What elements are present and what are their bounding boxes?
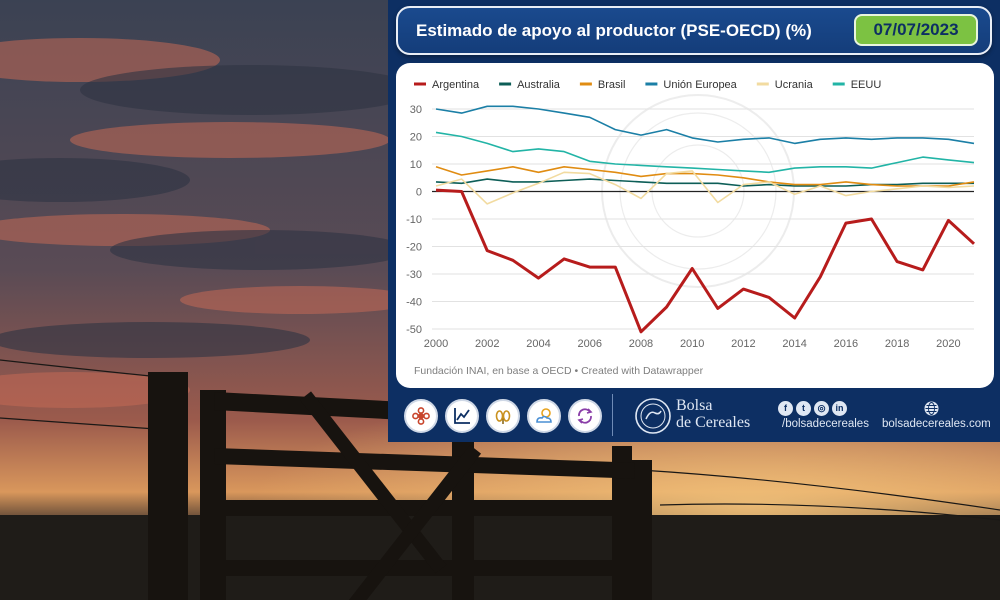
facebook-icon[interactable]: f (778, 401, 793, 416)
series-lines (435, 105, 976, 334)
trend-chart-icon[interactable] (445, 399, 479, 433)
grain-icon[interactable] (486, 399, 520, 433)
source-note: Fundación INAI, en base a OECD • Created… (414, 365, 704, 377)
flower-icon[interactable] (404, 399, 438, 433)
org-name-line1: Bolsa (676, 397, 713, 414)
x-tick-label: 2008 (629, 338, 653, 350)
y-tick-label: 30 (410, 104, 422, 116)
series-line-brasil (435, 166, 975, 187)
footer: Bolsa de Cereales f t ◎ in /bolsadecerea… (396, 392, 994, 438)
series-line-australia (435, 178, 974, 187)
x-tick-label: 2020 (936, 338, 960, 350)
legend-label: Unión Europea (663, 79, 737, 91)
footer-divider (612, 394, 613, 436)
y-tick-label: 0 (416, 187, 422, 199)
y-tick-label: 10 (410, 159, 422, 171)
x-tick-label: 2000 (424, 338, 448, 350)
series-line-ucrania (435, 170, 975, 205)
weather-icon[interactable] (527, 399, 561, 433)
legend: Argentina Australia Brasil Unión Europea Ucr… (414, 79, 881, 91)
exchange-icon[interactable] (568, 399, 602, 433)
x-tick-label: 2012 (731, 338, 755, 350)
instagram-icon[interactable]: ◎ (814, 401, 829, 416)
legend-label: Brasil (598, 79, 626, 91)
org-name-line2: de Cereales (676, 414, 751, 431)
social-handle[interactable]: /bolsadecereales (782, 418, 869, 430)
x-tick-label: 2016 (834, 338, 858, 350)
x-tick-label: 2018 (885, 338, 909, 350)
twitter-icon[interactable]: t (796, 401, 811, 416)
legend-label: Ucrania (775, 79, 814, 91)
globe-icon[interactable] (924, 401, 939, 416)
legend-label: Australia (517, 79, 561, 91)
y-tick-label: -20 (406, 242, 422, 254)
x-tick-label: 2004 (526, 338, 550, 350)
x-axis: 2000 2002 2004 2006 2008 2010 2012 2014 2016 2018… (424, 338, 961, 350)
y-tick-label: -10 (406, 214, 422, 226)
plot-panel: Argentina Australia Brasil Unión Europea Ucr… (396, 63, 994, 388)
x-tick-label: 2002 (475, 338, 499, 350)
y-tick-label: -50 (406, 324, 422, 336)
x-tick-label: 2014 (782, 338, 806, 350)
chart-title: Estimado de apoyo al productor (PSE-OECD… (416, 21, 812, 40)
x-tick-label: 2010 (680, 338, 704, 350)
line-chart: Argentina Australia Brasil Unión Europea Ucr… (406, 79, 976, 350)
grid (432, 108, 974, 330)
x-tick-label: 2006 (577, 338, 601, 350)
y-tick-label: -30 (406, 269, 422, 281)
y-tick-label: 20 (410, 132, 422, 144)
social-icons: f t ◎ in (778, 401, 868, 417)
legend-label: EEUU (851, 79, 882, 91)
series-line-eeuu (435, 131, 975, 174)
date-badge: 07/07/2023 (854, 14, 978, 46)
title-bar: Estimado de apoyo al productor (PSE-OECD… (396, 6, 992, 55)
chart-card: Estimado de apoyo al productor (PSE-OECD… (388, 0, 1000, 442)
bolsa-de-cereales-logo-icon[interactable] (634, 397, 672, 435)
website-url[interactable]: bolsadecereales.com (882, 418, 991, 430)
linkedin-icon[interactable]: in (832, 401, 847, 416)
legend-label: Argentina (432, 79, 480, 91)
y-axis: 30 20 10 0 -10 -20 -30 -40 -50 (406, 104, 422, 336)
y-tick-label: -40 (406, 297, 422, 309)
series-line-unión-europea (435, 105, 975, 145)
series-line-argentina (435, 188, 976, 334)
